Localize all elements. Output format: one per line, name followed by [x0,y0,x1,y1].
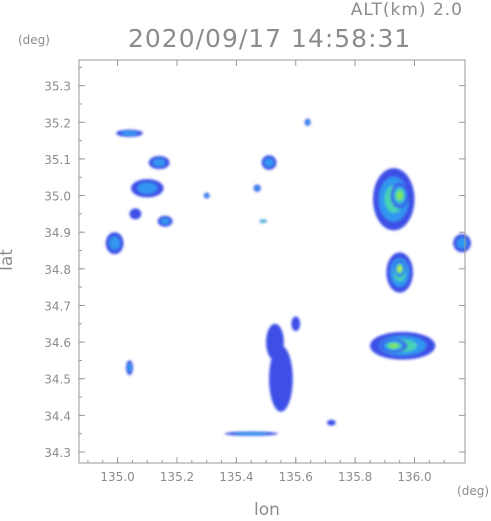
echo-layer [105,118,471,436]
y-ticks: 34.3 34.4 34.5 34.6 34.7 34.8 34.9 35.0 35.1 35.2… [44,66,465,460]
x-tick-label: 135.4 [219,470,253,484]
echo-west-band-2-level-2 [137,182,158,194]
y-tick-label: 34.5 [44,373,71,387]
echo-south-east-spot-level-1 [326,419,336,426]
x-axis-label: lon [254,500,280,520]
x-axis-unit: (deg) [457,484,489,498]
plot-frame [78,59,466,464]
y-tick-label: 35.2 [44,116,71,130]
y-tick-label: 34.6 [44,336,71,350]
x-tick-label: 136.0 [397,470,431,484]
echo-center-north-level-2 [264,158,274,168]
echo-east-lower-core-level-4 [389,343,399,349]
y-tick-label: 34.7 [44,299,71,313]
echo-north-small-level-2 [305,120,310,125]
echo-south-band-level-2 [234,432,268,436]
y-tick-label: 34.8 [44,263,71,277]
echo-west-band-5-level-1 [129,208,142,220]
y-tick-label: 34.4 [44,409,71,423]
echo-west-band-4-level-2 [152,158,166,167]
y-tick-label: 34.9 [44,226,71,240]
echo-south-spot-level-2 [127,363,132,373]
x-tick-label: 135.2 [160,470,194,484]
x-tick-label: 135.6 [279,470,313,484]
y-tick-label: 35.0 [44,190,71,204]
x-tick-label: 135.8 [338,470,372,484]
altitude-label: ALT(km) 2.0 [350,0,463,20]
echo-west-band-1-level-2 [109,236,121,250]
echo-far-east-edge-level-2 [456,237,468,249]
echo-east-middle-core-level-5 [398,266,402,272]
echo-center-cluster-2-level-1 [266,323,284,361]
echo-center-small-2-level-3 [261,219,265,223]
echo-west-band-3-level-2 [160,217,170,225]
echo-center-left-level-2 [204,193,209,198]
x-tick-label: 135.0 [100,470,134,484]
datetime-title: 2020/09/17 14:58:31 [128,24,412,53]
y-tick-label: 34.3 [44,446,71,460]
echo-center-small-1-level-2 [254,185,260,191]
echo-east-upper-core-level-4 [396,191,403,201]
y-tick-label: 35.1 [44,153,71,167]
x-ticks: 135.0 135.2 135.4 135.6 135.8 136.0 [87,60,445,484]
y-axis-unit: (deg) [18,33,50,47]
echo-northwest-streak-level-2 [121,131,138,136]
echo-center-mid-level-1 [291,316,301,332]
y-tick-label: 35.3 [44,80,71,94]
echo-center-cluster-level-1 [269,345,293,412]
